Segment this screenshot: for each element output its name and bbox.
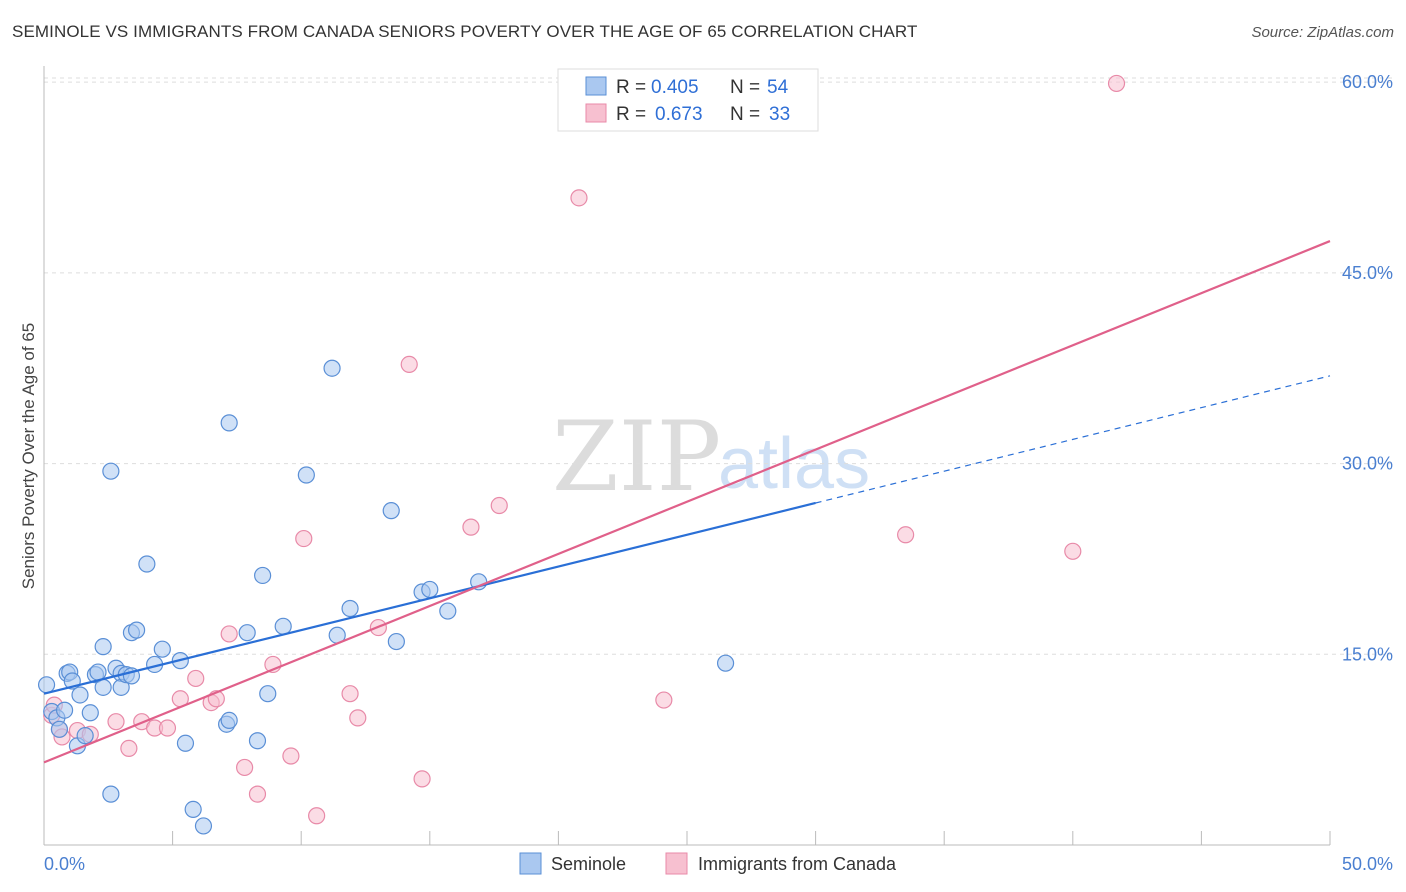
seminole-point-31 (194, 817, 213, 835)
legend-swatch-canada (585, 103, 607, 123)
canada-point-31 (897, 526, 915, 544)
seminole-point-39 (274, 617, 292, 635)
legend-r-value-canada: 0.673 (655, 104, 703, 125)
gridlines (44, 77, 1393, 655)
seminole-point-47 (421, 580, 439, 599)
seminole-point-10 (76, 727, 94, 745)
canada-point-12 (187, 669, 205, 688)
seminole-point-4 (55, 701, 74, 719)
canada-point-32 (1064, 542, 1082, 560)
seminole-point-41 (323, 359, 341, 377)
seminole-point-35 (238, 624, 256, 642)
seminole-point-43 (341, 599, 359, 618)
legend-n-value-canada: 33 (769, 104, 790, 125)
legend-r-label-canada: R = (616, 104, 646, 125)
seminole-point-48 (439, 602, 457, 620)
canada-point-10 (158, 719, 177, 737)
chart-title: SEMINOLE VS IMMIGRANTS FROM CANADA SENIO… (12, 22, 918, 41)
seminole-point-38 (259, 685, 277, 703)
canada-point-33 (1107, 74, 1126, 93)
seminole-point-29 (176, 734, 195, 752)
canada-point-20 (295, 529, 313, 548)
seminole-point-24 (127, 621, 146, 639)
seminole-point-45 (387, 632, 405, 651)
bottom-legend-swatch-canada (665, 852, 688, 875)
seminole-point-37 (254, 566, 272, 585)
seminole-point-25 (138, 555, 156, 573)
canada-point-6 (107, 713, 125, 731)
seminole-point-9 (71, 686, 89, 704)
bottom-legend-swatch-seminole (519, 852, 542, 875)
seminole-point-13 (89, 663, 107, 681)
watermark-zip: ZIP (552, 401, 721, 513)
x-axis-ticks (43, 831, 1331, 845)
legend-n-value-seminole: 54 (767, 77, 789, 98)
trend-lines (43, 240, 1331, 764)
seminole-point-36 (248, 732, 267, 750)
canada-point-17 (248, 785, 267, 803)
seminole-point-34 (220, 414, 238, 432)
trend-line-canada (43, 240, 1331, 764)
canada-point-30 (655, 691, 673, 709)
canada-point-15 (220, 625, 238, 643)
canada-point-27 (462, 518, 480, 536)
seminole-point-14 (94, 678, 112, 696)
legend-r-label-seminole: R = (616, 77, 646, 98)
bottom-legend-label-canada: Immigrants from Canada (698, 854, 897, 874)
seminole-point-30 (184, 800, 202, 819)
x-tick-label-max: 50.0% (1342, 854, 1393, 874)
y-axis-tick-labels: 15.0% 30.0% 45.0% 60.0% (1342, 72, 1393, 664)
seminole-point-0 (37, 676, 56, 694)
seminole-point-11 (81, 704, 99, 722)
canada-point-7 (120, 739, 138, 757)
canada-point-22 (341, 685, 359, 703)
canada-point-23 (349, 709, 367, 727)
canada-point-16 (236, 758, 254, 777)
bottom-legend: Seminole Immigrants from Canada (519, 852, 897, 875)
y-tick-label-45: 45.0% (1342, 263, 1393, 283)
legend-swatch-seminole (585, 76, 607, 96)
canada-point-26 (413, 770, 431, 788)
canada-point-19 (282, 747, 300, 765)
legend-box: R = 0.405 N = 54 R = 0.673 N = 33 (557, 68, 819, 132)
seminole-point-3 (50, 720, 69, 738)
seminole-point-27 (153, 640, 171, 658)
series-seminole-points (37, 359, 735, 835)
seminole-point-16 (102, 785, 120, 803)
y-tick-label-60: 60.0% (1342, 72, 1393, 92)
seminole-point-50 (716, 654, 735, 672)
y-tick-label-15: 15.0% (1342, 644, 1393, 664)
seminole-point-44 (382, 502, 400, 520)
legend-r-value-seminole: 0.405 (651, 77, 699, 98)
x-tick-label-min: 0.0% (44, 854, 85, 874)
legend-n-label-canada: N = (730, 104, 760, 125)
y-axis-label: Seniors Poverty Over the Age of 65 (19, 323, 38, 589)
bottom-legend-label-seminole: Seminole (551, 854, 626, 874)
source-credit: Source: ZipAtlas.com (1251, 24, 1394, 41)
trend-line-seminole-extension (815, 375, 1331, 504)
canada-point-28 (490, 496, 508, 515)
legend-n-label-seminole: N = (730, 77, 760, 98)
seminole-point-33 (220, 711, 238, 730)
seminole-point-15 (94, 638, 112, 656)
canada-point-21 (308, 807, 326, 825)
trend-line-seminole (43, 501, 816, 695)
y-tick-label-30: 30.0% (1342, 454, 1393, 474)
seminole-point-40 (297, 466, 315, 484)
canada-point-29 (570, 189, 588, 207)
seminole-point-17 (102, 462, 120, 480)
canada-point-25 (400, 355, 418, 373)
